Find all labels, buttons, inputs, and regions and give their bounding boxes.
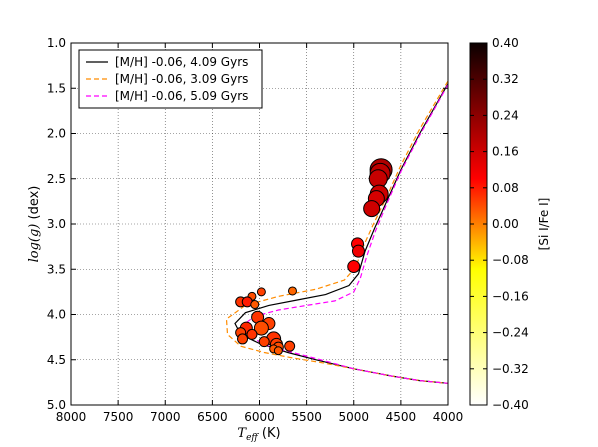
colorbar-tick-label: 0.16 — [492, 145, 519, 159]
x-tick-label: 6000 — [244, 410, 275, 424]
y-tick-label: 4.5 — [47, 353, 66, 367]
star-point — [351, 244, 365, 258]
star-point — [347, 260, 361, 274]
star-point — [246, 328, 258, 340]
colorbar-tick-label: 0.00 — [492, 217, 519, 231]
star-point — [258, 336, 270, 348]
isochrone-line-1 — [234, 83, 448, 384]
colorbar-label: [Si I/Fe I] — [537, 198, 551, 251]
colorbar-tick-label: 0.24 — [492, 108, 519, 122]
x-tick-label: 4000 — [433, 410, 464, 424]
legend-box — [78, 49, 263, 109]
colorbar-tick-label: −0.40 — [492, 398, 529, 412]
x-tick-label: 8000 — [56, 410, 87, 424]
colorbar-tick-label: 0.32 — [492, 72, 519, 86]
x-tick-label: 7000 — [150, 410, 181, 424]
star-point — [284, 340, 296, 352]
y-tick-label: 1.5 — [47, 81, 66, 95]
x-tick-label: 4500 — [386, 410, 417, 424]
x-tick-label: 5500 — [291, 410, 322, 424]
x-tick-label: 5000 — [338, 410, 369, 424]
y-tick-label: 1.0 — [47, 36, 66, 50]
isochrone-line-2 — [225, 80, 448, 384]
star-points — [235, 158, 393, 356]
star-point — [363, 200, 381, 218]
y-axis-label: log(g) (dex) — [27, 186, 42, 263]
colorbar-tick-label: 0.08 — [492, 181, 519, 195]
y-tick-label: 3.0 — [47, 217, 66, 231]
star-point — [253, 320, 269, 336]
star-point — [256, 287, 266, 297]
star-point — [273, 346, 283, 356]
colorbar-tick-label: −0.16 — [492, 289, 529, 303]
y-tick-label: 4.0 — [47, 308, 66, 322]
isochrone-line-3 — [241, 84, 448, 384]
x-tick-label: 6500 — [197, 410, 228, 424]
star-point — [287, 286, 297, 296]
colorbar-tick-label: −0.24 — [492, 326, 529, 340]
colorbar: 0.40 0.32 0.24 0.16 0.08 0.00 −0.08 −0.16 −0.24 −… — [469, 36, 551, 412]
x-axis-label: Teff (K) — [237, 426, 280, 443]
star-point — [250, 300, 260, 310]
legend-label-1: [M/H] -0.06, 4.09 Gyrs — [115, 55, 248, 69]
y-tick-label: 2.0 — [47, 127, 66, 141]
y-tick-label: 5.0 — [47, 398, 66, 412]
y-axis-ticks: 1.0 1.5 2.0 2.5 3.0 3.5 4.0 4.5 5.0 — [47, 36, 448, 412]
colorbar-tick-label: −0.32 — [492, 362, 529, 376]
star-point — [237, 333, 249, 345]
legend-label-2: [M/H] -0.06, 3.09 Gyrs — [115, 72, 248, 86]
x-tick-label: 7500 — [103, 410, 134, 424]
colorbar-tick-label: −0.08 — [492, 253, 529, 267]
legend: [M/H] -0.06, 4.09 Gyrs [M/H] -0.06, 3.09 … — [78, 49, 263, 109]
y-tick-label: 3.5 — [47, 262, 66, 276]
y-tick-label: 2.5 — [47, 172, 66, 186]
x-axis-ticks: 8000 7500 7000 6500 6000 5500 5000 4500 4000 — [56, 43, 464, 424]
legend-label-3: [M/H] -0.06, 5.09 Gyrs — [115, 89, 248, 103]
isochrone-curves — [225, 80, 448, 384]
colorbar-tick-label: 0.40 — [492, 36, 519, 50]
